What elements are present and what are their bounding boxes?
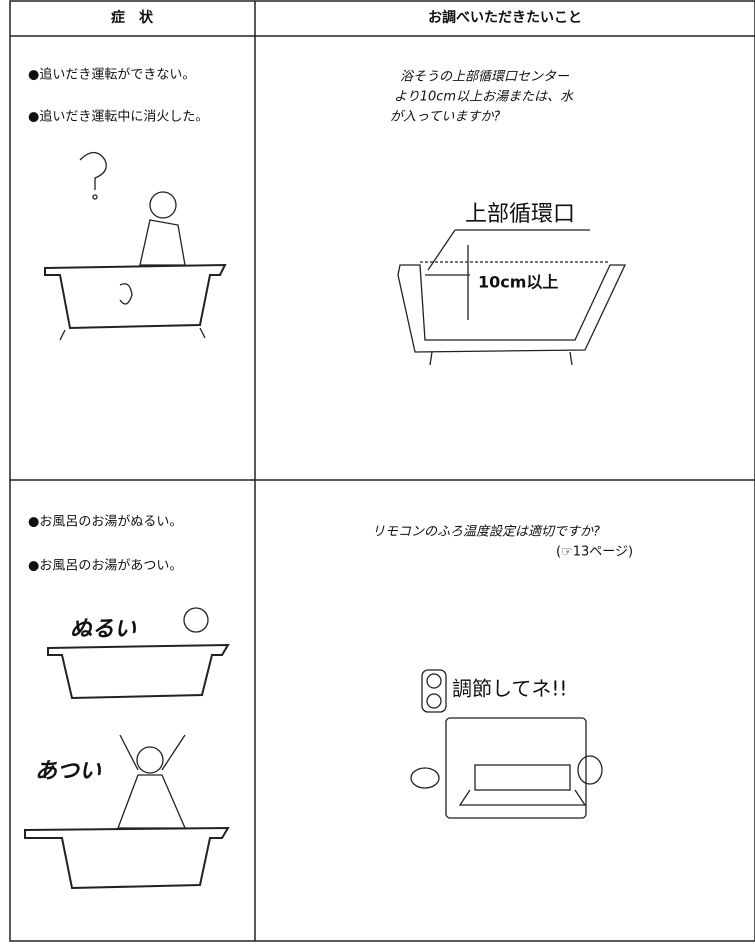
illustration-label: 調節してネ!!	[452, 677, 567, 701]
check-text: リモコンのふろ温度設定は適切ですか?	[372, 524, 600, 540]
bath-diagram	[397, 229, 627, 366]
remote-illustration	[410, 669, 603, 819]
table-frame	[9, 0, 755, 942]
header-check: お調べいただきたいこと	[428, 9, 582, 26]
check-text: より10cm以上お湯または、水	[394, 90, 574, 105]
check-text: が入っていますか?	[390, 110, 500, 125]
header-symptom: 症 状	[111, 9, 154, 26]
bath-illustration-2	[24, 607, 230, 890]
check-text: (☞13ページ)	[556, 545, 633, 560]
diagram-label: 上部循環口	[465, 202, 575, 227]
diagram-label: 10cm以上	[478, 273, 558, 292]
symptom: ●お風呂のお湯があつい。	[28, 559, 182, 574]
bath-illustration-1	[44, 151, 227, 341]
symptom: ●追いだき運転ができない。	[28, 67, 195, 83]
illustration-label: あつい	[35, 759, 102, 784]
symptom: ●お風呂のお湯がぬるい。	[28, 515, 182, 530]
illustration-label: ぬるい	[70, 617, 137, 642]
check-text: 浴そうの上部循環口センター	[400, 70, 570, 85]
symptom: ●追いだき運転中に消火した。	[28, 109, 208, 125]
